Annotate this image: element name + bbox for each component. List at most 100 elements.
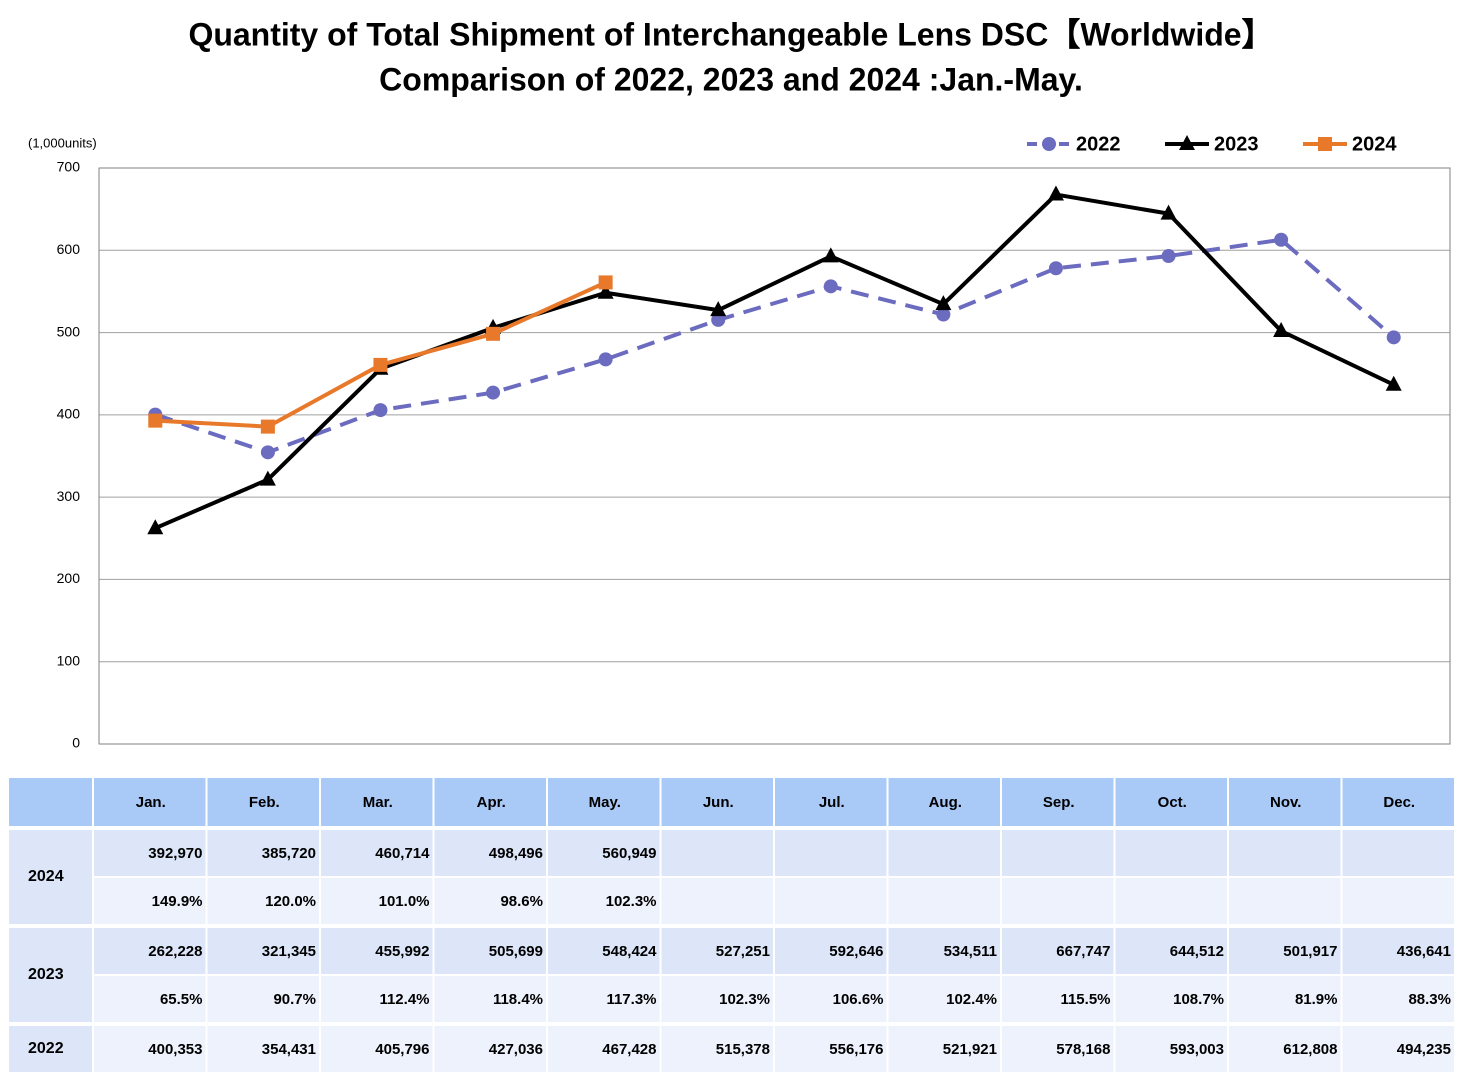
legend-marker [1042, 137, 1056, 151]
table-value: 117.3% [606, 991, 656, 1008]
table-value: 467,428 [602, 1041, 656, 1058]
table-cell [9, 1026, 92, 1072]
table-cell [434, 878, 546, 924]
table-header: Jan. [136, 794, 166, 811]
table-value: 115.5% [1060, 991, 1110, 1008]
table-cell [321, 778, 433, 826]
table-cell [321, 1026, 433, 1072]
table-header: Oct. [1158, 794, 1187, 811]
table-cell [1342, 928, 1454, 974]
table-value: 321,345 [262, 943, 316, 960]
table-value: 101.0% [379, 893, 430, 910]
table-cell [321, 830, 433, 876]
table-cell [1229, 928, 1341, 974]
table-value: 90.7% [273, 991, 316, 1008]
table-cell [207, 976, 319, 1022]
table-cell [888, 830, 1000, 876]
table-header: Mar. [363, 794, 393, 811]
data-point [260, 419, 275, 434]
table-cell [207, 928, 319, 974]
table-cell [661, 976, 773, 1022]
table-header: Dec. [1383, 794, 1415, 811]
series-line [154, 237, 1396, 455]
legend-label: 2024 [1352, 133, 1397, 155]
table-value: 108.7% [1173, 991, 1224, 1008]
table-cell [888, 878, 1000, 924]
plot-area [98, 167, 1451, 745]
table-cell [434, 976, 546, 1022]
table-header: Jun. [703, 794, 734, 811]
table-cell [94, 778, 206, 826]
table-cell [9, 830, 92, 924]
table-value: 102.4% [946, 991, 997, 1008]
chart-title: Quantity of Total Shipment of Interchang… [188, 16, 1273, 52]
data-point [148, 413, 163, 428]
legend-label: 2023 [1214, 133, 1259, 155]
table-cell [775, 830, 887, 876]
table-value: 644,512 [1170, 943, 1224, 960]
table-cell [207, 778, 319, 826]
table-cell [434, 1026, 546, 1072]
table-value: 102.3% [719, 991, 770, 1008]
table-header: Feb. [249, 794, 280, 811]
data-point [486, 385, 501, 400]
table-cell [1002, 830, 1114, 876]
y-tick-label: 0 [72, 735, 80, 751]
table-cell [321, 928, 433, 974]
table-cell [888, 976, 1000, 1022]
y-tick-label: 100 [57, 652, 81, 668]
data-point [1385, 375, 1402, 391]
y-tick-label: 600 [57, 241, 81, 257]
table-value: 560,949 [602, 845, 656, 862]
table-cell [1229, 1026, 1341, 1072]
table-cell [434, 928, 546, 974]
table-cell [661, 878, 773, 924]
y-tick-label: 200 [57, 570, 81, 586]
table-cell [1002, 928, 1114, 974]
legend-marker [1318, 137, 1332, 151]
table-value: 667,747 [1056, 943, 1110, 960]
table-value: 102.3% [606, 893, 657, 910]
data-point [373, 403, 388, 418]
data-point [711, 312, 726, 327]
table-value: 548,424 [602, 943, 657, 960]
table-header: Sep. [1043, 794, 1075, 811]
table-header: Jul. [819, 794, 845, 811]
table-cell [9, 928, 92, 1022]
table-cell [434, 778, 546, 826]
data-point [598, 352, 613, 367]
table-cell [1002, 1026, 1114, 1072]
table-cell [1229, 830, 1341, 876]
data-point [597, 283, 614, 299]
table-cell [1115, 928, 1227, 974]
y-axis-label: (1,000units) [28, 135, 97, 150]
table-value: 112.4% [379, 991, 429, 1008]
table-cell [661, 830, 773, 876]
table-value: 81.9% [1295, 991, 1338, 1008]
table-value: 578,168 [1056, 1041, 1110, 1058]
table-cell [9, 778, 92, 826]
table-cell [1002, 878, 1114, 924]
table-value: 501,917 [1283, 943, 1337, 960]
table-value: 534,511 [944, 943, 997, 960]
y-tick-label: 700 [57, 159, 81, 175]
y-tick-label: 400 [57, 406, 81, 422]
table-cell [548, 778, 660, 826]
table-cell [207, 878, 319, 924]
table-value: 592,646 [829, 943, 883, 960]
table-cell [548, 1026, 660, 1072]
table-value: 612,808 [1283, 1041, 1337, 1058]
table-value: 427,036 [489, 1041, 543, 1058]
table-cell [661, 1026, 773, 1072]
table-cell [775, 1026, 887, 1072]
legend-marker [1179, 135, 1195, 150]
table-value: 400,353 [148, 1041, 202, 1058]
table-cell [1229, 778, 1341, 826]
data-point [486, 326, 501, 341]
table-value: 498,496 [489, 845, 543, 862]
table-cell [207, 830, 319, 876]
table-cell [94, 928, 206, 974]
data-point [598, 275, 613, 290]
table-header: May. [589, 794, 621, 811]
